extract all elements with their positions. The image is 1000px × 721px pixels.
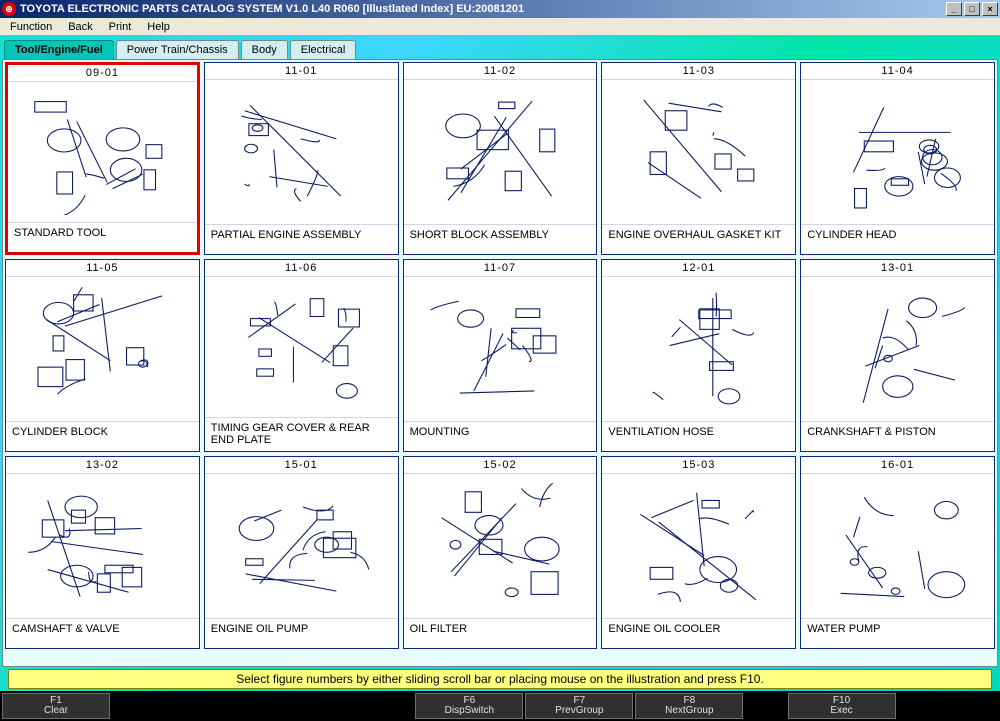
card-label: ENGINE OIL COOLER xyxy=(602,618,795,648)
fkey-spacer xyxy=(745,693,785,719)
card-diagram xyxy=(6,277,199,421)
card-label: CRANKSHAFT & PISTON xyxy=(801,421,994,451)
card-label: CYLINDER BLOCK xyxy=(6,421,199,451)
tab-tool-engine-fuel[interactable]: Tool/Engine/Fuel xyxy=(4,40,114,59)
card-diagram xyxy=(205,80,398,224)
menu-back[interactable]: Back xyxy=(62,20,98,34)
card-code: 11-04 xyxy=(801,63,994,80)
illustration-grid-scroll[interactable]: 09-01 STANDARD TOOL 11-01 PARTIAL ENGINE AS… xyxy=(2,59,998,667)
card-label: CAMSHAFT & VALVE xyxy=(6,618,199,648)
menu-function[interactable]: Function xyxy=(4,20,58,34)
card-diagram xyxy=(205,277,398,417)
illustration-card[interactable]: 13-01 CRANKSHAFT & PISTON xyxy=(800,259,995,452)
card-code: 11-07 xyxy=(404,260,597,277)
card-diagram xyxy=(205,474,398,618)
fkey-spacer xyxy=(112,693,413,719)
illustration-card[interactable]: 13-02 CAMSHAFT & VALVE xyxy=(5,456,200,649)
illustration-card[interactable]: 11-01 PARTIAL ENGINE ASSEMBLY xyxy=(204,62,399,255)
card-code: 13-01 xyxy=(801,260,994,277)
card-label: PARTIAL ENGINE ASSEMBLY xyxy=(205,224,398,254)
card-code: 11-01 xyxy=(205,63,398,80)
card-label: TIMING GEAR COVER & REAR END PLATE xyxy=(205,417,398,451)
card-label: VENTILATION HOSE xyxy=(602,421,795,451)
card-label: ENGINE OVERHAUL GASKET KIT xyxy=(602,224,795,254)
illustration-card[interactable]: 15-02 OIL FILTER xyxy=(403,456,598,649)
card-diagram xyxy=(602,80,795,224)
card-code: 13-02 xyxy=(6,457,199,474)
card-diagram xyxy=(8,82,197,222)
card-label: WATER PUMP xyxy=(801,618,994,648)
menu-print[interactable]: Print xyxy=(103,20,138,34)
illustration-card[interactable]: 11-04 CYLINDER HEAD xyxy=(800,62,995,255)
card-diagram xyxy=(801,474,994,618)
illustration-card[interactable]: 11-05 CYLINDER BLOCK xyxy=(5,259,200,452)
card-diagram xyxy=(602,474,795,618)
card-label: STANDARD TOOL xyxy=(8,222,197,252)
function-key-bar: F1Clear F6DispSwitchF7PrevGroupF8NextGrou… xyxy=(0,691,1000,721)
app-icon: ⊕ xyxy=(2,2,16,16)
maximize-button[interactable]: □ xyxy=(964,2,980,16)
card-code: 11-05 xyxy=(6,260,199,277)
illustration-card[interactable]: 12-01 VENTILATION HOSE xyxy=(601,259,796,452)
card-diagram xyxy=(6,474,199,618)
hint-bar: Select figure numbers by either sliding … xyxy=(8,669,992,689)
illustration-card[interactable]: 11-07 MOUNTING xyxy=(403,259,598,452)
card-label: OIL FILTER xyxy=(404,618,597,648)
card-code: 11-03 xyxy=(602,63,795,80)
tab-strip: Tool/Engine/FuelPower Train/ChassisBodyE… xyxy=(2,38,998,59)
fkey-f7[interactable]: F7PrevGroup xyxy=(525,693,633,719)
illustration-card[interactable]: 15-01 ENGINE OIL PUMP xyxy=(204,456,399,649)
card-diagram xyxy=(404,474,597,618)
card-diagram xyxy=(404,80,597,224)
card-label: MOUNTING xyxy=(404,421,597,451)
tab-power-train-chassis[interactable]: Power Train/Chassis xyxy=(116,40,239,59)
card-code: 11-06 xyxy=(205,260,398,277)
card-code: 11-02 xyxy=(404,63,597,80)
card-label: SHORT BLOCK ASSEMBLY xyxy=(404,224,597,254)
card-label: CYLINDER HEAD xyxy=(801,224,994,254)
tab-body[interactable]: Body xyxy=(241,40,288,59)
workspace: Tool/Engine/FuelPower Train/ChassisBodyE… xyxy=(0,36,1000,691)
fkey-f10[interactable]: F10Exec xyxy=(788,693,896,719)
card-diagram xyxy=(602,277,795,421)
title-bar: ⊕ TOYOTA ELECTRONIC PARTS CATALOG SYSTEM… xyxy=(0,0,1000,18)
minimize-button[interactable]: _ xyxy=(946,2,962,16)
card-diagram xyxy=(801,277,994,421)
close-button[interactable]: × xyxy=(982,2,998,16)
illustration-card[interactable]: 11-02 SHORT BLOCK ASSEMBLY xyxy=(403,62,598,255)
tab-electrical[interactable]: Electrical xyxy=(290,40,357,59)
card-diagram xyxy=(404,277,597,421)
card-code: 15-02 xyxy=(404,457,597,474)
card-code: 16-01 xyxy=(801,457,994,474)
menu-help[interactable]: Help xyxy=(141,20,176,34)
illustration-card[interactable]: 16-01 WATER PUMP xyxy=(800,456,995,649)
fkey-f1[interactable]: F1Clear xyxy=(2,693,110,719)
fkey-spacer xyxy=(898,693,998,719)
window-title: TOYOTA ELECTRONIC PARTS CATALOG SYSTEM V… xyxy=(20,3,946,15)
fkey-f6[interactable]: F6DispSwitch xyxy=(415,693,523,719)
menu-bar: Function Back PrintHelp xyxy=(0,18,1000,36)
card-diagram xyxy=(801,80,994,224)
window-controls: _ □ × xyxy=(946,2,998,16)
illustration-grid: 09-01 STANDARD TOOL 11-01 PARTIAL ENGINE AS… xyxy=(5,62,995,649)
card-code: 15-03 xyxy=(602,457,795,474)
illustration-card[interactable]: 11-03 ENGINE OVERHAUL GASKET KIT xyxy=(601,62,796,255)
card-code: 12-01 xyxy=(602,260,795,277)
fkey-f8[interactable]: F8NextGroup xyxy=(635,693,743,719)
card-code: 15-01 xyxy=(205,457,398,474)
card-label: ENGINE OIL PUMP xyxy=(205,618,398,648)
card-code: 09-01 xyxy=(8,65,197,82)
illustration-card[interactable]: 09-01 STANDARD TOOL xyxy=(5,62,200,255)
illustration-card[interactable]: 11-06 TIMING GEAR COVER & REAR END PLATE xyxy=(204,259,399,452)
illustration-card[interactable]: 15-03 ENGINE OIL COOLER xyxy=(601,456,796,649)
